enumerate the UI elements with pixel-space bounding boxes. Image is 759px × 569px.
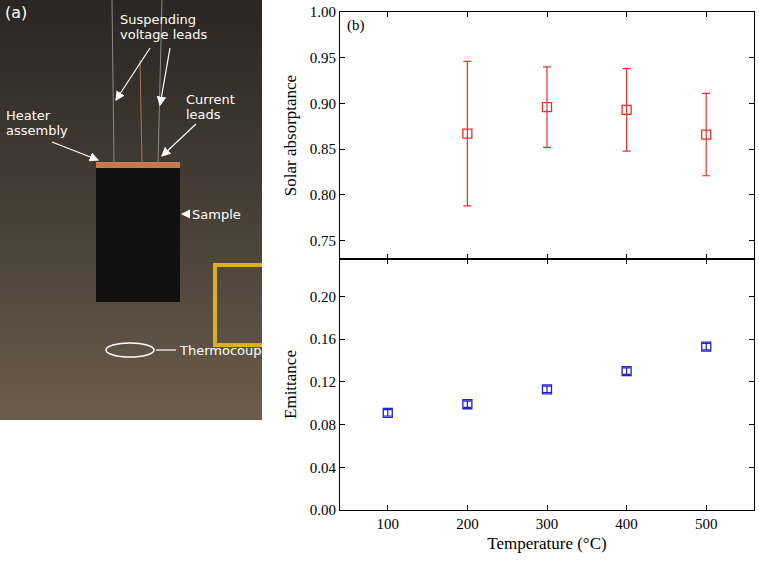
svg-text:Solar absorptance: Solar absorptance [281, 75, 300, 196]
html-text:(a): (a) [5, 3, 28, 22]
html-text:Sample: Sample [192, 207, 241, 222]
svg-text:200: 200 [456, 516, 479, 532]
html-text:Heater assembly: Heater assembly [6, 108, 68, 138]
svg-text:100: 100 [377, 516, 400, 532]
svg-text:0.20: 0.20 [310, 289, 336, 305]
svg-text:0.95: 0.95 [310, 50, 336, 66]
svg-text:0.75: 0.75 [310, 233, 336, 249]
svg-text:300: 300 [536, 516, 559, 532]
svg-text:0.80: 0.80 [310, 187, 336, 203]
svg-text:0.16: 0.16 [310, 331, 337, 347]
html-text:Current leads: Current leads [186, 92, 235, 122]
svg-text:0.00: 0.00 [310, 502, 336, 518]
svg-text:0.08: 0.08 [310, 417, 336, 433]
svg-text:400: 400 [615, 516, 638, 532]
svg-text:0.04: 0.04 [310, 460, 337, 476]
svg-text:0.12: 0.12 [310, 374, 336, 390]
svg-text:(b): (b) [347, 17, 365, 34]
svg-text:Emittance: Emittance [281, 350, 300, 419]
html-text:Thermocouple: Thermocouple [180, 343, 274, 358]
svg-text:1.00: 1.00 [310, 4, 336, 20]
svg-text:0.90: 0.90 [310, 96, 336, 112]
svg-text:0.85: 0.85 [310, 141, 336, 157]
html-text:Suspending voltage leads: Suspending voltage leads [120, 12, 208, 42]
svg-text:500: 500 [695, 516, 718, 532]
svg-text:Temperature (°C): Temperature (°C) [487, 534, 606, 553]
